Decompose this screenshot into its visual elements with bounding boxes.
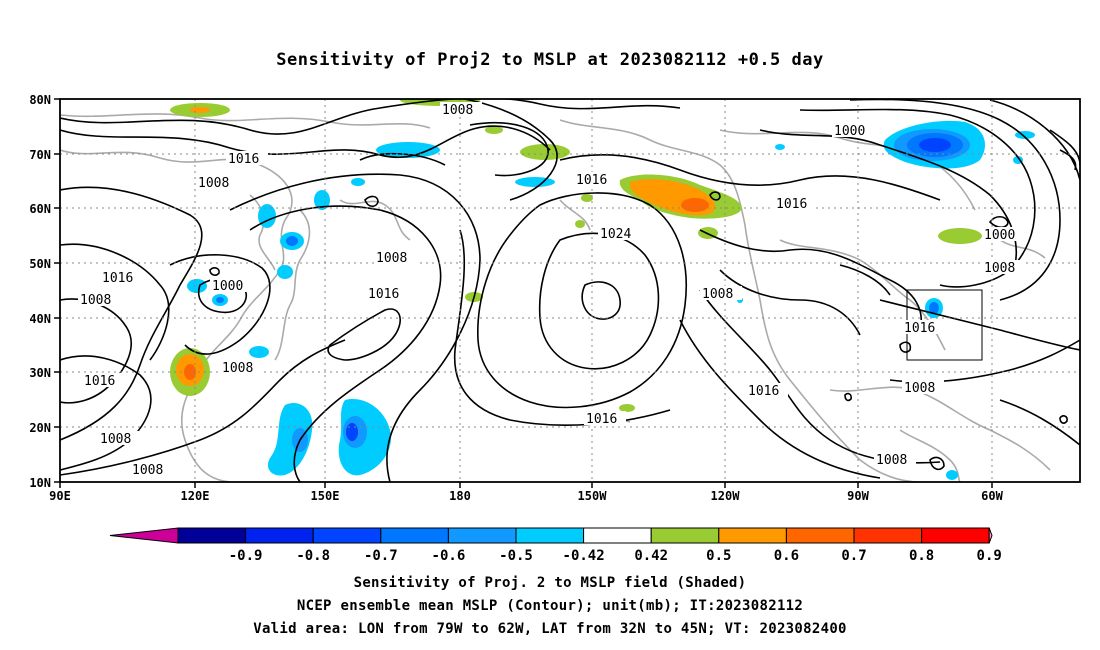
colorbar-label: 0.6 xyxy=(774,548,799,564)
lon-label: 120E xyxy=(181,489,210,503)
colorbar-segment xyxy=(650,527,720,544)
colorbar-segment xyxy=(718,527,787,544)
colorbar-label: 0.42 xyxy=(634,548,668,564)
lon-label: 120W xyxy=(711,489,741,503)
caption-line-1: Sensitivity of Proj. 2 to MSLP field (Sh… xyxy=(353,575,747,591)
caption-line-2: NCEP ensemble mean MSLP (Contour); unit(… xyxy=(296,598,804,614)
contour-label: 1008 xyxy=(132,463,163,478)
lat-label: 20N xyxy=(29,421,51,435)
contour-label: 1016 xyxy=(576,173,607,188)
colorbar-segment xyxy=(447,527,517,544)
map-frame xyxy=(59,98,1081,483)
lat-label: 80N xyxy=(29,93,51,107)
contour-label: 1016 xyxy=(84,374,115,389)
contour-label: 1008 xyxy=(876,453,907,468)
colorbar-label: -0.5 xyxy=(499,548,533,564)
colorbar-label: 0.7 xyxy=(841,548,866,564)
colorbar-label: -0.9 xyxy=(229,548,263,564)
colorbar-label: -0.6 xyxy=(432,548,466,564)
contour-label: 1016 xyxy=(586,412,617,427)
axis-ticks xyxy=(54,98,993,488)
latitude-labels: 80N 70N 60N 50N 40N 30N 20N 10N xyxy=(29,93,51,490)
contour-labels: 1008 1016 1008 1016 1008 1000 1016 1008 … xyxy=(78,102,1024,478)
caption-line-3: Valid area: LON from 79W to 62W, LAT fro… xyxy=(253,621,847,637)
contour-label: 1008 xyxy=(984,261,1015,276)
colorbar-low-arrow xyxy=(109,527,179,544)
colorbar-label: 0.9 xyxy=(977,548,1002,564)
contour-label: 1008 xyxy=(904,381,935,396)
contour-label: 1008 xyxy=(376,251,407,266)
colorbar-label: -0.7 xyxy=(364,548,398,564)
lon-label: 90W xyxy=(847,489,869,503)
contour-label: 1008 xyxy=(222,361,253,376)
colorbar-segment xyxy=(380,527,449,544)
colorbar-segment xyxy=(583,527,652,544)
contour-label: 1016 xyxy=(748,384,779,399)
colorbar: -0.9 -0.8 -0.7 -0.6 -0.5 -0.42 0.42 0.5 0.6 0.7 0.… xyxy=(109,527,1002,564)
contour-label: 1000 xyxy=(834,124,865,139)
contour-label: 1016 xyxy=(368,287,399,302)
colorbar-segment xyxy=(245,527,314,544)
contour-label: 1008 xyxy=(198,176,229,191)
colorbar-segment xyxy=(785,527,855,544)
longitude-labels: 90E 120E 150E 180 150W 120W 90W 60W xyxy=(49,489,1003,503)
colorbar-high-arrow xyxy=(988,527,993,544)
lat-label: 60N xyxy=(29,202,51,216)
lon-label: 150E xyxy=(311,489,340,503)
lon-label: 60W xyxy=(981,489,1003,503)
contour-label: 1016 xyxy=(904,321,935,336)
colorbar-label: -0.8 xyxy=(296,548,330,564)
colorbar-label: -0.42 xyxy=(563,548,605,564)
lat-label: 40N xyxy=(29,312,51,326)
colorbar-label: 0.5 xyxy=(706,548,731,564)
contour-label: 1016 xyxy=(776,197,807,212)
colorbar-segment xyxy=(853,527,923,544)
contour-label: 1016 xyxy=(102,271,133,286)
coastlines xyxy=(60,113,1051,482)
contour-label: 1000 xyxy=(984,228,1015,243)
contour-label: 1008 xyxy=(702,287,733,302)
lon-label: 90E xyxy=(49,489,71,503)
colorbar-segment xyxy=(515,527,585,544)
contour-label: 1008 xyxy=(80,293,111,308)
colorbar-label: 0.8 xyxy=(909,548,934,564)
lon-label: 180 xyxy=(449,489,471,503)
map-title: Sensitivity of Proj2 to MSLP at 20230821… xyxy=(276,50,824,70)
contour-label: 1008 xyxy=(100,432,131,447)
lat-label: 10N xyxy=(29,476,51,490)
contour-label: 1000 xyxy=(212,279,243,294)
colorbar-segment xyxy=(921,527,990,544)
colorbar-segment xyxy=(312,527,382,544)
lat-label: 30N xyxy=(29,366,51,380)
lat-label: 50N xyxy=(29,257,51,271)
lat-label: 70N xyxy=(29,148,51,162)
lon-label: 150W xyxy=(578,489,608,503)
contour-label: 1024 xyxy=(600,227,631,242)
contour-label: 1008 xyxy=(442,103,473,118)
contour-label: 1016 xyxy=(228,152,259,167)
colorbar-segment xyxy=(177,527,247,544)
